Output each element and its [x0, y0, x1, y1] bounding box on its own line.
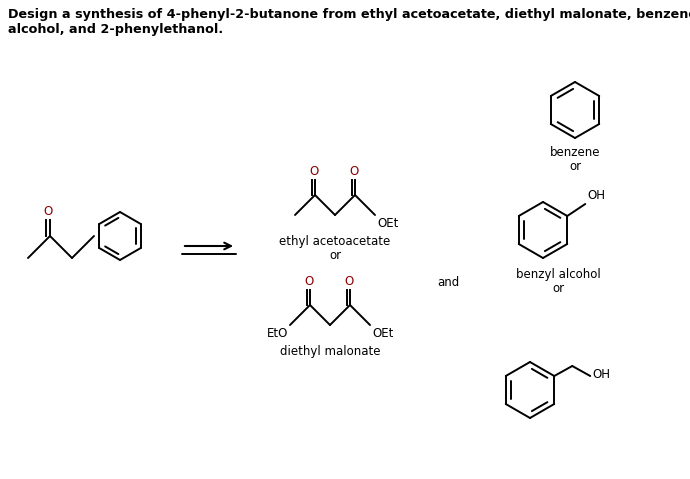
Text: benzyl alcohol: benzyl alcohol: [515, 268, 600, 281]
Text: OH: OH: [587, 189, 605, 202]
Text: benzene: benzene: [550, 146, 600, 159]
Text: OEt: OEt: [377, 217, 398, 230]
Text: O: O: [344, 275, 353, 288]
Text: O: O: [349, 165, 359, 178]
Text: O: O: [309, 165, 319, 178]
Text: OEt: OEt: [372, 327, 393, 340]
Text: or: or: [569, 160, 581, 173]
Text: diethyl malonate: diethyl malonate: [279, 345, 380, 358]
Text: ethyl acetoacetate: ethyl acetoacetate: [279, 235, 391, 248]
Text: O: O: [43, 205, 52, 218]
Text: Design a synthesis of 4-phenyl-2-butanone from ethyl acetoacetate, diethyl malon: Design a synthesis of 4-phenyl-2-butanon…: [8, 8, 690, 36]
Text: EtO: EtO: [266, 327, 288, 340]
Text: or: or: [552, 282, 564, 295]
Text: or: or: [329, 249, 341, 262]
Text: and: and: [437, 276, 459, 289]
Text: O: O: [304, 275, 314, 288]
Text: OH: OH: [592, 367, 610, 380]
